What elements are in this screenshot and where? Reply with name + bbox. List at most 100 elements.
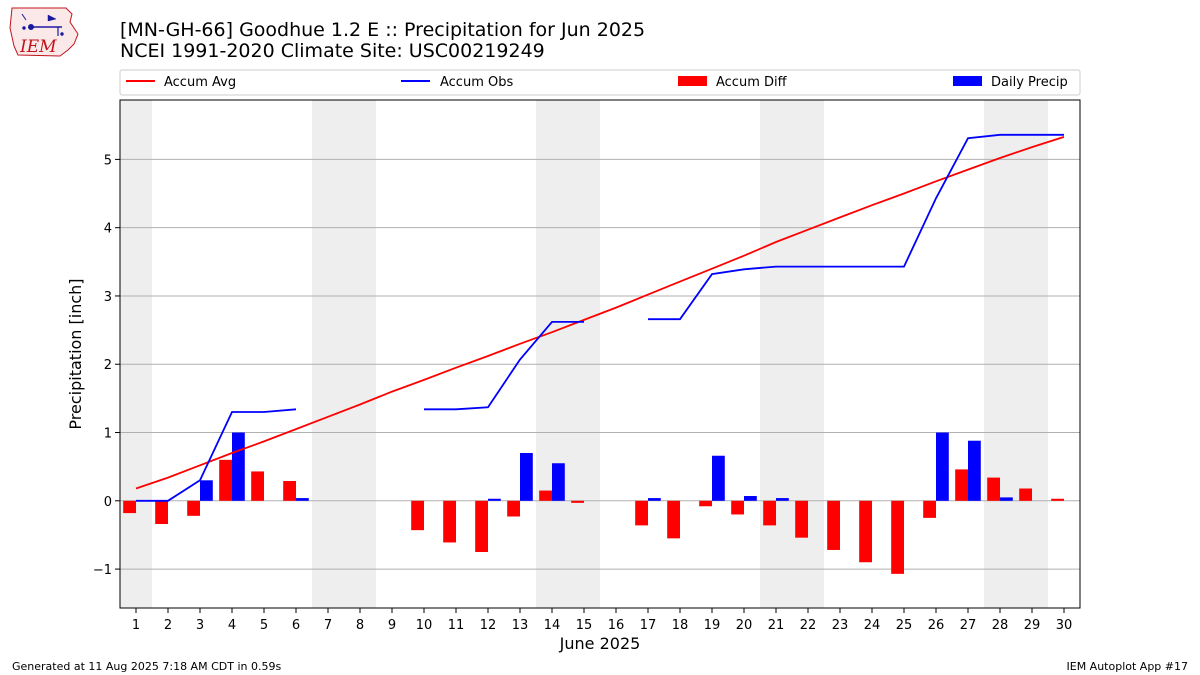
x-tick-label: 27 [960,618,977,633]
footer-generated: Generated at 11 Aug 2025 7:18 AM CDT in … [12,660,281,673]
x-tick-label: 15 [576,618,593,633]
accum-diff-bar [859,500,872,563]
accum-diff-bar [699,500,712,507]
weekend-shading [120,100,1048,608]
logo-text: IEM [19,37,57,57]
weekend-shade-band [536,100,600,608]
x-tick-label: 18 [672,618,689,633]
x-tick-label: 23 [832,618,849,633]
legend-accum-diff: Accum Diff [716,75,788,90]
legend-accum-obs: Accum Obs [440,75,513,90]
accum-diff-bar [155,500,168,525]
daily-precip-bar [776,498,789,501]
daily-precip-bar [712,455,725,501]
accum-diff-bar [411,500,424,531]
accum-obs-line [424,320,584,411]
x-tick-label: 22 [800,618,817,633]
x-tick-label: 8 [356,618,364,633]
legend: Accum Avg Accum Obs Accum Diff Daily Pre… [119,69,1081,96]
accum-lines [135,133,1065,502]
plot-area-frame [119,99,1081,609]
x-tick-label: 28 [992,618,1009,633]
accum-diff-bar [955,469,968,501]
y-axis-label: Precipitation [inch] [66,278,85,429]
daily-precip-bar [232,432,245,501]
x-tick-label: 19 [704,618,721,633]
daily-precip-bar [200,480,213,501]
x-tick-label: 9 [388,618,396,633]
y-tick-label: 2 [104,358,112,373]
accum-diff-bar [219,459,232,501]
weekend-shade-band [984,100,1048,608]
footer-app-id: IEM Autoplot App #17 [1067,660,1189,673]
y-tick-label: 4 [104,222,112,237]
x-tick-label: 2 [164,618,172,633]
x-tick-label: 16 [608,618,625,633]
weekend-shade-band [120,100,152,608]
x-axis-ticks: 1 2 3 4 5 6 7 8 9 10 11 12 13 14 15 16 17 18 19 20 21 22 23 24 2… [132,608,1072,633]
accum-diff-bar [1051,498,1064,501]
daily-precip-bar [520,453,533,501]
accum-diff-bar [475,500,488,553]
x-tick-label: 1 [132,618,140,633]
daily-precip-bar [968,440,981,501]
weather-symbols-icon [21,13,64,36]
accum-diff-bar [827,500,840,550]
x-tick-label: 4 [228,618,236,633]
daily-precip-bar [296,498,309,501]
accum-diff-bar [891,500,904,574]
accum-diff-bar [123,500,136,514]
y-tick-label: 1 [104,427,112,442]
weekend-shade-band [312,100,376,608]
bars [123,432,1064,574]
accum-obs-line [648,133,1064,321]
accum-diff-bar [251,471,264,501]
accum-avg-line [135,136,1065,490]
x-tick-label: 14 [544,618,561,633]
x-tick-label: 20 [736,618,753,633]
weekend-shade-band [760,100,824,608]
accum-diff-bar [443,500,456,543]
daily-precip-bar [1000,497,1013,501]
accum-diff-bar [571,500,584,503]
accum-diff-bar [731,500,744,515]
daily-precip-bar [744,496,757,501]
y-axis-ticks: −1 0 1 2 3 4 5 [93,153,120,578]
x-tick-label: 11 [448,618,465,633]
accum-obs-line [136,408,297,502]
x-tick-label: 12 [480,618,497,633]
y-tick-label: 0 [104,495,112,510]
x-tick-label: 6 [292,618,300,633]
y-tick-label: 3 [104,290,112,305]
y-tick-label: −1 [93,563,112,578]
legend-daily-precip: Daily Precip [991,75,1068,90]
accum-diff-bar [539,490,552,501]
x-axis-label: June 2025 [559,634,641,653]
y-gridlines [120,158,1080,570]
accum-diff-bar [763,500,776,526]
daily-precip-bar [488,498,501,501]
daily-precip-bar [552,463,565,501]
accum-diff-bar [987,477,1000,501]
accum-diff-bar [795,500,808,538]
x-tick-label: 26 [928,618,945,633]
legend-accum-diff-swatch [678,76,707,86]
daily-precip-bar [936,432,949,501]
legend-daily-precip-swatch [953,76,982,86]
x-tick-label: 21 [768,618,785,633]
accum-diff-bar [667,500,680,539]
accum-diff-bar [635,500,648,526]
accum-diff-bar [507,500,520,517]
x-tick-label: 17 [640,618,657,633]
x-tick-label: 24 [864,618,881,633]
legend-accum-avg: Accum Avg [164,75,236,90]
iowa-outline-icon [9,7,79,57]
chart-title: [MN-GH-66] Goodhue 1.2 E :: Precipitatio… [120,19,645,41]
x-tick-label: 25 [896,618,913,633]
daily-precip-bar [648,498,661,501]
iem-logo: IEM [9,7,79,57]
x-tick-label: 29 [1024,618,1041,633]
x-tick-label: 13 [512,618,529,633]
chart-subtitle: NCEI 1991-2020 Climate Site: USC00219249 [120,40,545,62]
